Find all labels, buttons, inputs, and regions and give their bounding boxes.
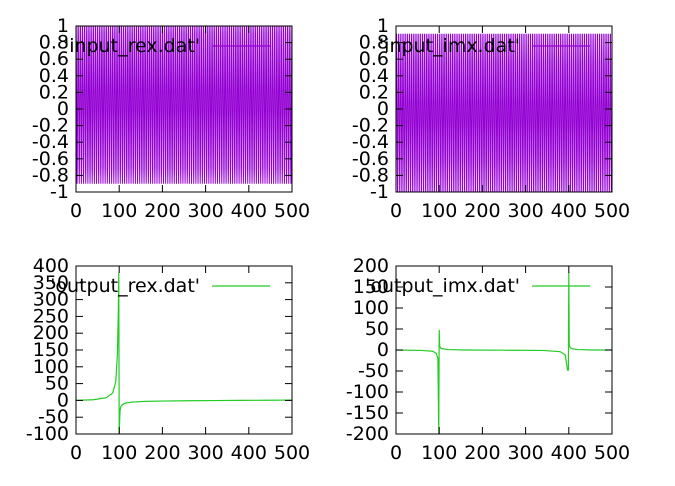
y-tick-label: 0.2 [359, 81, 389, 103]
x-tick-label: 400 [551, 200, 587, 222]
x-tick-label: 500 [274, 200, 310, 222]
x-tick-label: 200 [464, 200, 500, 222]
y-tick-label: -100 [346, 381, 389, 403]
x-tick-label: 400 [231, 200, 267, 222]
y-tick-label: -150 [346, 402, 389, 424]
y-tick-label: 0 [377, 339, 389, 361]
y-tick-label: 100 [353, 297, 389, 319]
x-tick-label: 100 [101, 200, 137, 222]
x-tick-label: 500 [594, 200, 630, 222]
x-tick-label: 200 [144, 200, 180, 222]
y-tick-label: 0 [377, 98, 389, 120]
x-tick-label: 300 [507, 442, 543, 464]
y-tick-label: 400 [33, 255, 69, 277]
y-tick-label: -200 [346, 423, 389, 445]
y-tick-label: -100 [26, 423, 69, 445]
x-tick-label: 500 [274, 442, 310, 464]
x-tick-label: 0 [390, 200, 402, 222]
y-tick-label: -1 [50, 181, 69, 203]
y-tick-label: 200 [33, 322, 69, 344]
plot-frame [395, 265, 613, 435]
legend-label: 'output_imx.dat' [365, 275, 520, 297]
series-line [76, 272, 292, 434]
y-tick-label: -0.4 [32, 131, 69, 153]
x-tick-label: 300 [187, 200, 223, 222]
y-tick-label: -0.8 [352, 164, 389, 186]
y-tick-label: 0.4 [359, 65, 389, 87]
y-tick-label: 0 [57, 98, 69, 120]
x-tick-label: 100 [101, 442, 137, 464]
y-tick-label: 0.8 [359, 32, 389, 54]
y-tick-label: 1 [57, 15, 69, 37]
x-tick-label: 200 [464, 442, 500, 464]
y-tick-label: 50 [45, 373, 69, 395]
plot-frame [75, 25, 293, 193]
y-tick-label: 250 [33, 305, 69, 327]
y-tick-label: -0.2 [352, 115, 389, 137]
x-tick-label: 100 [421, 200, 457, 222]
x-tick-label: 400 [551, 442, 587, 464]
legend: 'input_rex.dat' [64, 35, 270, 57]
y-tick-label: -50 [38, 406, 69, 428]
y-tick-label: 0.4 [39, 65, 69, 87]
y-tick-label: -0.4 [352, 131, 389, 153]
series-line [396, 272, 612, 434]
y-tick-label: -50 [358, 360, 389, 382]
y-tick-label: 0.6 [359, 48, 389, 70]
plot-frame [75, 265, 293, 435]
legend: 'output_imx.dat' [365, 275, 590, 297]
chart-bottom-right: 'output_imx.dat'0 100 200 300 400 500-200-150… [346, 255, 630, 464]
x-tick-label: 100 [421, 442, 457, 464]
x-tick-label: 0 [390, 442, 402, 464]
plot-frame [395, 25, 613, 193]
x-tick-label: 200 [144, 442, 180, 464]
y-tick-label: 0.6 [39, 48, 69, 70]
legend-label: 'output_rex.dat' [50, 275, 200, 297]
x-tick-label: 500 [594, 442, 630, 464]
y-tick-label: 100 [33, 356, 69, 378]
y-tick-label: -1 [370, 181, 389, 203]
y-tick-label: 150 [353, 276, 389, 298]
y-tick-label: 150 [33, 339, 69, 361]
y-tick-label: 1 [377, 15, 389, 37]
x-tick-label: 0 [70, 442, 82, 464]
y-tick-label: 0 [57, 389, 69, 411]
y-tick-label: 200 [353, 255, 389, 277]
legend-label: 'input_rex.dat' [64, 35, 200, 57]
x-tick-label: 300 [507, 200, 543, 222]
y-tick-label: -0.8 [32, 164, 69, 186]
y-tick-label: 0.8 [39, 32, 69, 54]
y-tick-label: 350 [33, 272, 69, 294]
y-tick-label: 50 [365, 318, 389, 340]
chart-bottom-left: 'output_rex.dat' 0 100 200 300 400 500 -100-500… [26, 255, 310, 464]
x-tick-label: 0 [70, 200, 82, 222]
y-tick-label: 0.2 [39, 81, 69, 103]
x-tick-label: 400 [231, 442, 267, 464]
chart-top-right: 'input_imx.dat'0 100 200 300 400 500-1-0.8-0.… [352, 15, 630, 222]
legend: 'output_rex.dat' [50, 275, 270, 297]
y-tick-label: -0.2 [32, 115, 69, 137]
x-tick-label: 300 [187, 442, 223, 464]
y-tick-label: 300 [33, 289, 69, 311]
legend: 'input_imx.dat' [379, 35, 590, 57]
series-line [76, 26, 292, 184]
series-line [396, 33, 612, 192]
chart-top-left: 'input_rex.dat'0 100 200 300 400 500-1-0.8-0.… [32, 15, 310, 222]
legend-label: 'input_imx.dat' [379, 35, 520, 57]
y-tick-label: -0.6 [32, 148, 69, 170]
y-tick-label: -0.6 [352, 148, 389, 170]
